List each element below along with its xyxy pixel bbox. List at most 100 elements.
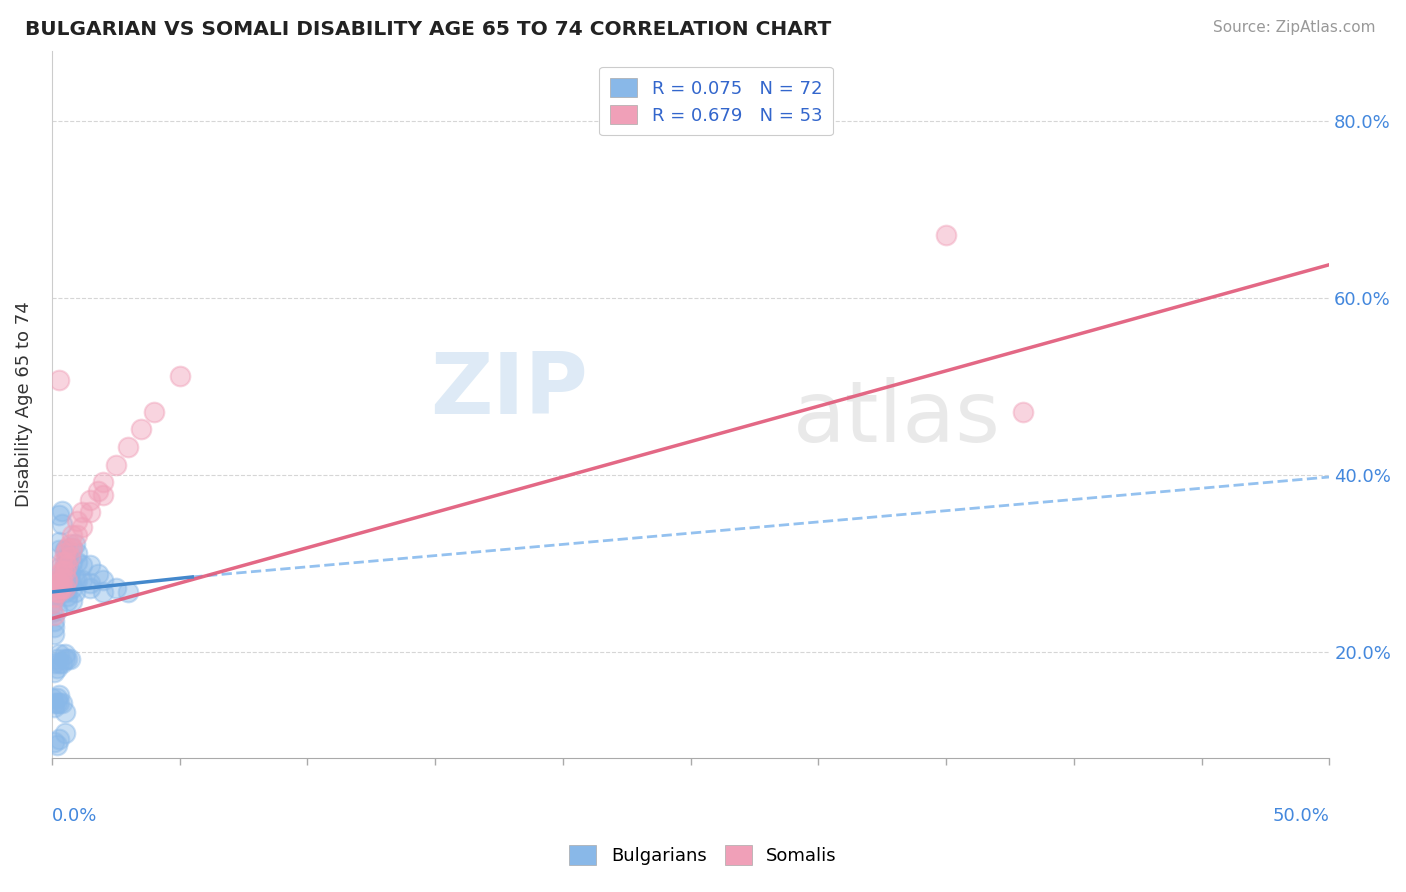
Point bbox=[66, 514, 89, 528]
Point bbox=[117, 440, 139, 454]
Point bbox=[56, 558, 79, 573]
Legend: R = 0.075   N = 72, R = 0.679   N = 53: R = 0.075 N = 72, R = 0.679 N = 53 bbox=[599, 67, 832, 136]
Point bbox=[79, 558, 101, 573]
Point bbox=[60, 528, 83, 542]
Point bbox=[63, 573, 86, 587]
Point bbox=[45, 588, 67, 602]
Point bbox=[59, 564, 82, 578]
Point bbox=[53, 543, 76, 558]
Point bbox=[72, 505, 94, 519]
Point bbox=[48, 576, 70, 591]
Point bbox=[53, 585, 76, 599]
Point bbox=[48, 656, 70, 670]
Point bbox=[51, 555, 73, 569]
Point bbox=[45, 738, 67, 752]
Point bbox=[48, 585, 70, 599]
Point bbox=[59, 576, 82, 591]
Point bbox=[44, 620, 66, 634]
Point bbox=[56, 549, 79, 564]
Point bbox=[53, 546, 76, 560]
Point bbox=[79, 493, 101, 508]
Point bbox=[45, 602, 67, 616]
Point bbox=[53, 582, 76, 596]
Point bbox=[51, 656, 73, 670]
Point bbox=[104, 582, 127, 596]
Point bbox=[66, 546, 89, 560]
Point bbox=[44, 627, 66, 641]
Point bbox=[72, 573, 94, 587]
Point bbox=[79, 576, 101, 591]
Point bbox=[45, 579, 67, 593]
Point bbox=[51, 570, 73, 584]
Point bbox=[87, 484, 110, 499]
Point bbox=[59, 549, 82, 564]
Point bbox=[56, 594, 79, 608]
Point bbox=[53, 555, 76, 569]
Point bbox=[44, 591, 66, 605]
Point bbox=[51, 503, 73, 517]
Point bbox=[56, 590, 79, 604]
Point bbox=[44, 665, 66, 679]
Text: ZIP: ZIP bbox=[430, 349, 588, 432]
Point bbox=[91, 475, 114, 490]
Point bbox=[72, 558, 94, 573]
Point bbox=[59, 652, 82, 666]
Point bbox=[45, 697, 67, 711]
Point bbox=[169, 369, 191, 384]
Point bbox=[104, 458, 127, 472]
Point bbox=[44, 607, 66, 622]
Point bbox=[91, 573, 114, 587]
Point bbox=[53, 558, 76, 573]
Point bbox=[45, 585, 67, 599]
Point bbox=[48, 508, 70, 522]
Point bbox=[44, 656, 66, 670]
Text: 50.0%: 50.0% bbox=[1272, 807, 1329, 825]
Text: BULGARIAN VS SOMALI DISABILITY AGE 65 TO 74 CORRELATION CHART: BULGARIAN VS SOMALI DISABILITY AGE 65 TO… bbox=[25, 20, 831, 38]
Y-axis label: Disability Age 65 to 74: Disability Age 65 to 74 bbox=[15, 301, 32, 508]
Point bbox=[44, 697, 66, 711]
Point bbox=[48, 561, 70, 575]
Point bbox=[60, 541, 83, 555]
Point bbox=[63, 537, 86, 551]
Point bbox=[44, 614, 66, 628]
Point bbox=[45, 661, 67, 675]
Point bbox=[48, 697, 70, 711]
Point bbox=[59, 537, 82, 551]
Point bbox=[60, 582, 83, 596]
Point bbox=[129, 422, 152, 436]
Text: Source: ZipAtlas.com: Source: ZipAtlas.com bbox=[1212, 20, 1375, 35]
Point bbox=[44, 700, 66, 714]
Point bbox=[45, 576, 67, 591]
Point bbox=[44, 735, 66, 749]
Point bbox=[53, 652, 76, 666]
Text: atlas: atlas bbox=[793, 377, 1001, 460]
Point bbox=[48, 534, 70, 549]
Point bbox=[56, 573, 79, 587]
Point bbox=[66, 528, 89, 542]
Point bbox=[56, 541, 79, 555]
Point bbox=[48, 647, 70, 661]
Point bbox=[79, 582, 101, 596]
Point bbox=[48, 582, 70, 596]
Point bbox=[45, 691, 67, 706]
Point bbox=[53, 647, 76, 661]
Point bbox=[56, 652, 79, 666]
Point bbox=[1011, 404, 1033, 418]
Point bbox=[48, 731, 70, 746]
Point bbox=[48, 543, 70, 558]
Point bbox=[45, 570, 67, 584]
Point bbox=[66, 555, 89, 569]
Point bbox=[53, 564, 76, 578]
Point bbox=[87, 567, 110, 582]
Point bbox=[53, 706, 76, 720]
Point bbox=[51, 582, 73, 596]
Point bbox=[935, 227, 957, 242]
Point bbox=[59, 573, 82, 587]
Point bbox=[41, 605, 63, 619]
Point bbox=[79, 505, 101, 519]
Point bbox=[41, 691, 63, 706]
Point bbox=[48, 373, 70, 387]
Point bbox=[60, 594, 83, 608]
Point bbox=[41, 597, 63, 611]
Point bbox=[48, 688, 70, 702]
